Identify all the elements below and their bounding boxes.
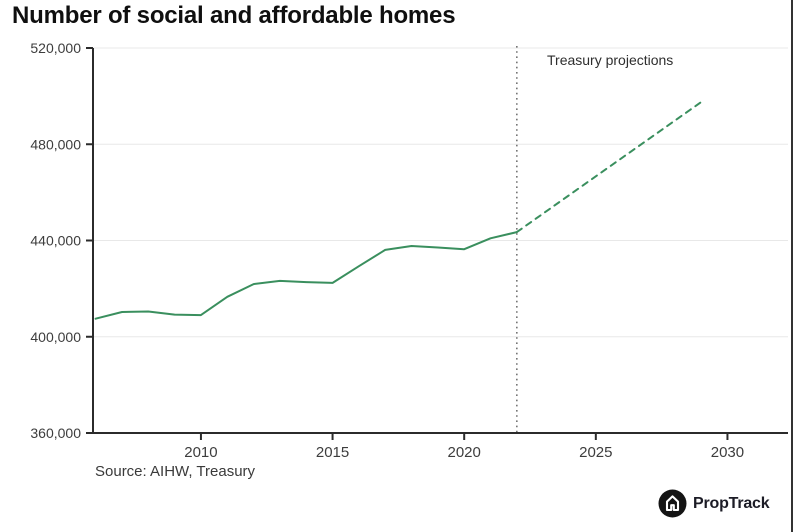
treasury-projections-annotation: Treasury projections (547, 52, 674, 68)
y-tick-label: 360,000 (30, 425, 81, 441)
x-tick-label: 2010 (184, 444, 217, 461)
x-tick-label: 2025 (579, 444, 612, 461)
y-tick-label: 480,000 (30, 136, 81, 152)
chart-title: Number of social and affordable homes (12, 2, 456, 29)
x-tick-label: 2020 (448, 444, 481, 461)
proptrack-logo: PropTrack (658, 489, 770, 518)
y-tick-label: 400,000 (30, 329, 81, 345)
x-tick-label: 2015 (316, 444, 349, 461)
projection-series-line (515, 101, 703, 234)
proptrack-logo-text: PropTrack (693, 494, 770, 512)
y-tick-label: 520,000 (30, 40, 81, 56)
y-tick-label: 440,000 (30, 233, 81, 249)
source-note: Source: AIHW, Treasury (95, 463, 256, 480)
window-right-border (791, 0, 793, 532)
actual-series-line (94, 231, 518, 320)
proptrack-house-icon (658, 489, 687, 518)
x-tick-label: 2030 (711, 444, 744, 461)
